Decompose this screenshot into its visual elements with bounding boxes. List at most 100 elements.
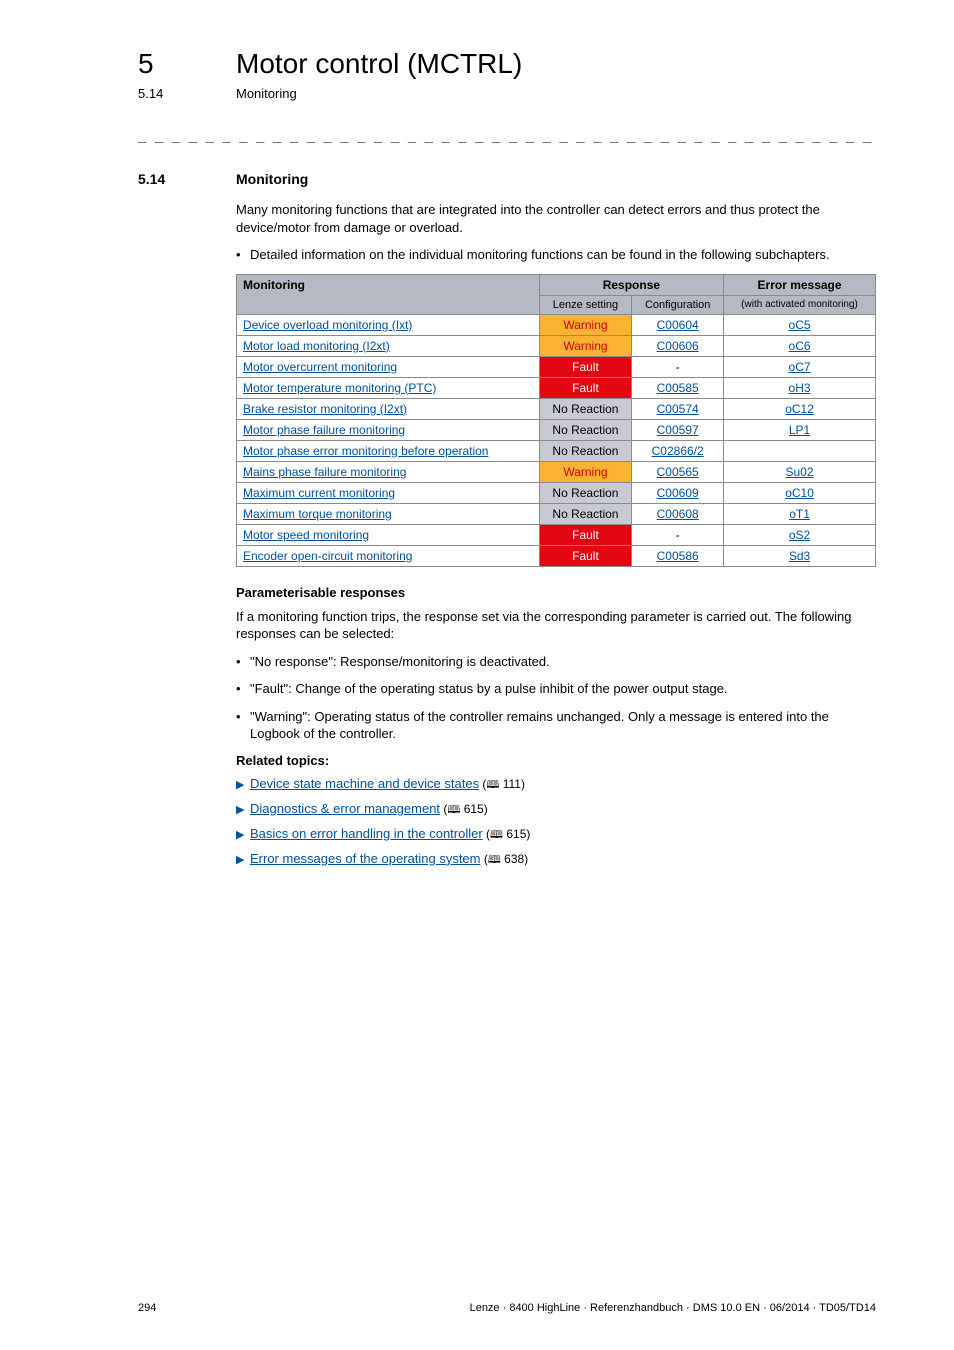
monitoring-name-cell: Maximum current monitoring (237, 482, 540, 503)
table-row: Motor speed monitoring Fault- oS2 (237, 524, 876, 545)
configuration-link[interactable]: C00585 (657, 381, 699, 395)
section-heading: 5.14 Monitoring (138, 171, 876, 187)
param-responses-paragraph: If a monitoring function trips, the resp… (236, 608, 876, 643)
error-message-cell: oC7 (724, 356, 876, 377)
monitoring-link[interactable]: Motor speed monitoring (243, 528, 369, 542)
related-topic-item: ▶ Basics on error handling in the control… (236, 826, 876, 845)
monitoring-name-cell: Motor overcurrent monitoring (237, 356, 540, 377)
param-bullet: "No response": Response/monitoring is de… (236, 653, 876, 671)
configuration-cell: C00574 (632, 398, 724, 419)
error-message-cell: oC6 (724, 335, 876, 356)
sub-title: Monitoring (236, 86, 297, 101)
response-cell: Warning (539, 461, 632, 482)
configuration-link[interactable]: C00604 (657, 318, 699, 332)
configuration-link[interactable]: C00597 (657, 423, 699, 437)
configuration-link[interactable]: C00606 (657, 339, 699, 353)
configuration-cell: C00609 (632, 482, 724, 503)
monitoring-link[interactable]: Maximum torque monitoring (243, 507, 392, 521)
monitoring-name-cell: Brake resistor monitoring (I2xt) (237, 398, 540, 419)
monitoring-link[interactable]: Motor temperature monitoring (PTC) (243, 381, 436, 395)
configuration-cell: C00565 (632, 461, 724, 482)
error-message-link[interactable]: LP1 (789, 423, 810, 437)
related-topic-item: ▶Error messages of the operating system … (236, 851, 876, 870)
related-topic-link[interactable]: Basics on error handling in the controll… (250, 826, 483, 841)
configuration-link[interactable]: C00574 (657, 402, 699, 416)
monitoring-link[interactable]: Mains phase failure monitoring (243, 465, 406, 479)
error-message-cell: oC12 (724, 398, 876, 419)
response-cell: Fault (539, 524, 632, 545)
monitoring-name-cell: Motor load monitoring (I2xt) (237, 335, 540, 356)
monitoring-name-cell: Mains phase failure monitoring (237, 461, 540, 482)
response-cell: Warning (539, 314, 632, 335)
error-message-link[interactable]: Sd3 (789, 549, 810, 563)
configuration-link[interactable]: C02866/2 (652, 444, 704, 458)
configuration-cell: C00608 (632, 503, 724, 524)
error-message-link[interactable]: oC5 (789, 318, 811, 332)
table-row: Mains phase failure monitoring Warning C00… (237, 461, 876, 482)
configuration-link[interactable]: C00608 (657, 507, 699, 521)
error-message-link[interactable]: oS2 (789, 528, 810, 542)
triangle-icon: ▶ (236, 828, 244, 841)
sub-number: 5.14 (138, 86, 236, 101)
section-title: Monitoring (236, 171, 308, 187)
error-message-cell: oS2 (724, 524, 876, 545)
configuration-link[interactable]: C00586 (657, 549, 699, 563)
configuration-link[interactable]: C00609 (657, 486, 699, 500)
monitoring-link[interactable]: Motor phase error monitoring before oper… (243, 444, 488, 458)
related-topic-link[interactable]: Device state machine and device states (250, 776, 479, 791)
related-topic-link[interactable]: Diagnostics & error management (250, 801, 440, 816)
table-row: Motor load monitoring (I2xt) Warning C0060… (237, 335, 876, 356)
monitoring-link[interactable]: Encoder open-circuit monitoring (243, 549, 412, 563)
related-topic-link[interactable]: Error messages of the operating system (250, 851, 481, 866)
th-configuration: Configuration (632, 295, 724, 314)
error-message-cell: Sd3 (724, 545, 876, 566)
monitoring-name-cell: Motor speed monitoring (237, 524, 540, 545)
page-reference: (🕮 638) (481, 852, 529, 866)
error-message-link[interactable]: oC7 (789, 360, 811, 374)
book-icon: 🕮 (488, 851, 501, 870)
chapter-number: 5 (138, 48, 236, 80)
configuration-cell: - (632, 356, 724, 377)
monitoring-link[interactable]: Motor overcurrent monitoring (243, 360, 397, 374)
book-icon: 🕮 (486, 776, 499, 795)
book-icon: 🕮 (447, 801, 460, 820)
th-error-sub: (with activated monitoring) (724, 295, 876, 314)
triangle-icon: ▶ (236, 778, 244, 791)
monitoring-link[interactable]: Brake resistor monitoring (I2xt) (243, 402, 407, 416)
triangle-icon: ▶ (236, 803, 244, 816)
error-message-cell: oC10 (724, 482, 876, 503)
error-message-cell (724, 440, 876, 461)
table-row: Motor phase failure monitoring No Reactio… (237, 419, 876, 440)
monitoring-link[interactable]: Device overload monitoring (Ixt) (243, 318, 412, 332)
monitoring-name-cell: Motor temperature monitoring (PTC) (237, 377, 540, 398)
monitoring-link[interactable]: Motor phase failure monitoring (243, 423, 405, 437)
error-message-cell: oH3 (724, 377, 876, 398)
param-responses-heading: Parameterisable responses (236, 585, 876, 600)
error-message-link[interactable]: oC6 (789, 339, 811, 353)
table-row: Motor temperature monitoring (PTC)FaultC… (237, 377, 876, 398)
error-message-link[interactable]: oH3 (789, 381, 811, 395)
monitoring-link[interactable]: Maximum current monitoring (243, 486, 395, 500)
response-cell: No Reaction (539, 440, 632, 461)
configuration-cell: - (632, 524, 724, 545)
error-message-cell: oT1 (724, 503, 876, 524)
monitoring-table: Monitoring Response Error message Lenze … (236, 274, 876, 567)
error-message-cell: LP1 (724, 419, 876, 440)
table-row: Encoder open-circuit monitoringFaultC005… (237, 545, 876, 566)
error-message-cell: Su02 (724, 461, 876, 482)
th-monitoring: Monitoring (237, 274, 540, 314)
response-cell: Warning (539, 335, 632, 356)
error-message-link[interactable]: oC12 (785, 402, 814, 416)
error-message-link[interactable]: Su02 (786, 465, 814, 479)
page-reference: (🕮 615) (483, 827, 531, 841)
configuration-link[interactable]: C00565 (657, 465, 699, 479)
response-cell: No Reaction (539, 482, 632, 503)
response-cell: No Reaction (539, 398, 632, 419)
response-cell: No Reaction (539, 419, 632, 440)
error-message-link[interactable]: oT1 (789, 507, 810, 521)
page-reference: (🕮 615) (440, 802, 488, 816)
monitoring-link[interactable]: Motor load monitoring (I2xt) (243, 339, 390, 353)
configuration-cell: C02866/2 (632, 440, 724, 461)
error-message-link[interactable]: oC10 (785, 486, 814, 500)
table-row: Maximum torque monitoringNo ReactionC006… (237, 503, 876, 524)
